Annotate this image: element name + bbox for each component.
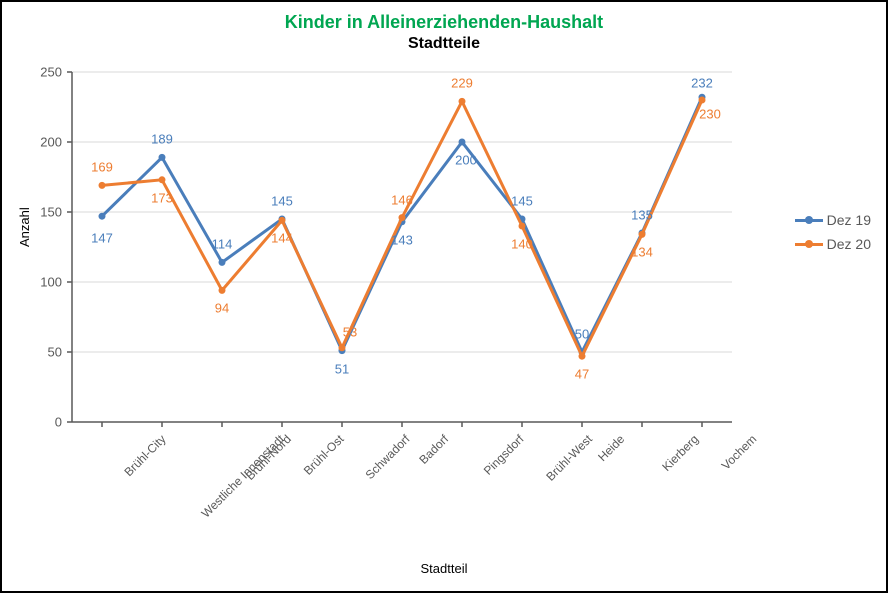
series-marker <box>639 231 646 238</box>
x-tick-label: Brühl-West <box>543 432 595 484</box>
legend-label: Dez 20 <box>827 236 871 252</box>
data-label: 135 <box>631 208 653 223</box>
y-tick-label: 250 <box>22 65 62 80</box>
series-marker <box>279 217 286 224</box>
series-marker <box>699 97 706 104</box>
y-tick-label: 50 <box>22 345 62 360</box>
y-tick-label: 100 <box>22 275 62 290</box>
legend-item-dez19: Dez 19 <box>795 212 871 228</box>
data-label: 144 <box>271 231 293 246</box>
data-label: 189 <box>151 132 173 147</box>
data-label: 173 <box>151 190 173 205</box>
series-marker <box>159 154 166 161</box>
series-marker <box>159 176 166 183</box>
x-tick-label: Brühl-Ost <box>301 432 347 478</box>
x-tick-label: Heide <box>595 432 627 464</box>
legend-line-icon <box>795 219 823 222</box>
chart-title-main: Kinder in Alleinerziehenden-Haushalt <box>2 12 886 33</box>
data-label: 143 <box>391 232 413 247</box>
x-tick-label: Pingsdorf <box>481 432 527 478</box>
series-line <box>102 100 702 356</box>
series-marker <box>99 182 106 189</box>
x-tick-label: Kierberg <box>659 432 701 474</box>
data-label: 232 <box>691 76 713 91</box>
legend-line-icon <box>795 243 823 246</box>
data-label: 146 <box>391 192 413 207</box>
x-tick-label: Schwadorf <box>363 432 413 482</box>
data-label: 169 <box>91 160 113 175</box>
legend-item-dez20: Dez 20 <box>795 236 871 252</box>
data-label: 53 <box>343 324 357 339</box>
chart-title-sub: Stadtteile <box>2 35 886 53</box>
series-marker <box>459 98 466 105</box>
legend: Dez 19 Dez 20 <box>795 212 871 260</box>
series-marker <box>219 287 226 294</box>
x-tick-label: Brühl-City <box>121 432 168 479</box>
x-tick-label: Vochem <box>719 432 760 473</box>
data-label: 51 <box>335 361 349 376</box>
x-tick-label: Badorf <box>416 432 451 467</box>
series-marker <box>519 223 526 230</box>
legend-label: Dez 19 <box>827 212 871 228</box>
data-label: 47 <box>575 367 589 382</box>
data-label: 50 <box>575 327 589 342</box>
data-label: 114 <box>212 237 233 252</box>
data-label: 229 <box>451 76 473 91</box>
series-marker <box>339 344 346 351</box>
data-label: 145 <box>511 194 533 209</box>
y-tick-label: 150 <box>22 205 62 220</box>
series-marker <box>399 214 406 221</box>
data-label: 230 <box>699 107 721 122</box>
y-tick-label: 200 <box>22 135 62 150</box>
chart-container: Kinder in Alleinerziehenden-Haushalt Sta… <box>0 0 888 593</box>
plot-area: 050100150200250 Brühl-CityWestliche Inne… <box>72 72 732 422</box>
series-marker <box>459 139 466 146</box>
series-marker <box>579 353 586 360</box>
data-label: 147 <box>91 231 113 246</box>
data-label: 145 <box>271 194 293 209</box>
data-label: 140 <box>511 237 533 252</box>
data-label: 94 <box>215 301 229 316</box>
y-tick-label: 0 <box>22 415 62 430</box>
data-label: 200 <box>455 153 477 168</box>
x-axis-label: Stadtteil <box>2 561 886 576</box>
series-marker <box>219 259 226 266</box>
data-label: 134 <box>631 245 653 260</box>
series-marker <box>99 213 106 220</box>
